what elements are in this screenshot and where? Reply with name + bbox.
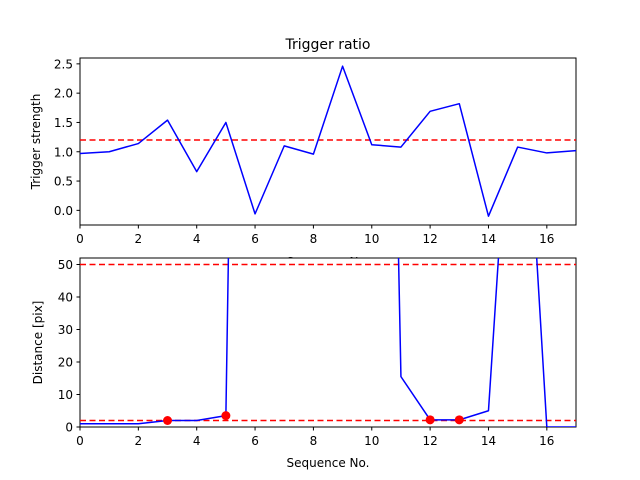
y-tick-label: 0 [65,421,73,435]
x-tick-label: 0 [76,232,84,246]
y-tick-label: 30 [58,323,73,337]
y-tick-label: 20 [58,356,73,370]
x-tick-label: 16 [539,434,554,448]
x-tick-label: 10 [364,232,379,246]
x-tick-label: 14 [481,232,496,246]
plot-frame [79,257,577,428]
x-tick-label: 16 [539,232,554,246]
x-tick-label: 6 [251,434,259,448]
x-tick-label: 12 [422,434,437,448]
y-tick-label: 0.0 [54,204,73,218]
x-tick-label: 8 [310,232,318,246]
x-tick-label: 6 [251,232,259,246]
y-tick-label: 2.5 [54,57,73,71]
y-tick-label: 0.5 [54,175,73,189]
x-tick-label: 4 [193,232,201,246]
x-tick-label: 4 [193,434,201,448]
x-tick-label: 0 [76,434,84,448]
y-tick-label: 1.5 [54,116,73,130]
data-point-marker [454,415,464,425]
y-tick-label: 50 [58,258,73,272]
y-tick-label: 40 [58,291,73,305]
series-line [80,258,576,427]
x-tick-label: 8 [310,434,318,448]
x-tick-label: 14 [481,434,496,448]
data-point-marker [425,415,435,425]
x-tick-label: 12 [422,232,437,246]
y-tick-label: 1.0 [54,145,73,159]
data-point-marker [221,411,231,421]
x-tick-label: 2 [135,232,143,246]
y-axis-label: Trigger strength [29,94,43,191]
chart-title: Trigger ratio [284,37,370,53]
distance-panel: 0 2 4 6 8 10 12 14 16 0 10 20 30 40 50 Sequence No. Di… [31,257,577,470]
x-tick-label: 10 [364,434,379,448]
trigger-ratio-panel: Trigger ratio 0 2 4 6 8 10 12 14 16 0.0 0.5 1.0 1.5 2… [29,37,577,269]
panel-background [80,258,576,427]
series-line [80,65,576,217]
x-tick-label: 2 [135,434,143,448]
plot-frame [79,57,577,226]
data-point-marker [163,416,173,425]
x-axis-label: Sequence No. [287,456,370,470]
y-tick-label: 2.0 [54,87,73,101]
y-tick-label: 10 [58,388,73,402]
y-axis-label: Distance [pix] [31,301,45,385]
